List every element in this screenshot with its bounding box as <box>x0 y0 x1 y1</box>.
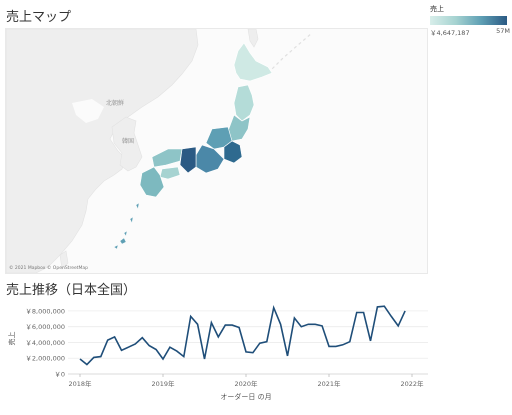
map-title: 売上マップ <box>6 10 72 25</box>
region-chugoku[interactable] <box>151 148 183 168</box>
place-label-north-korea: 北朝鮮 <box>106 99 124 107</box>
sales-trend-chart: ￥0 ￥2,000,000 ￥4,000,000 ￥6,000,000 ￥8,000,0… <box>0 296 512 411</box>
x-tick-label: 2022年 <box>400 379 424 388</box>
line-chart-canvas: ￥0 ￥2,000,000 ￥4,000,000 ￥6,000,000 ￥8,000,0… <box>7 304 428 401</box>
sales-series-line[interactable] <box>79 304 406 366</box>
region-okinawa[interactable] <box>113 202 140 250</box>
sales-legend[interactable]: 売上 ￥4,647,187 57M <box>430 4 510 37</box>
region-tokai[interactable] <box>195 144 225 174</box>
map-canvas: 北朝鮮 韓国 <box>6 29 313 273</box>
y-tick-label: ￥0 <box>54 371 65 379</box>
map-attribution[interactable]: © 2021 Mapbox © OpenStreetMap <box>9 266 88 271</box>
region-hokkaido[interactable] <box>233 42 273 82</box>
sales-map[interactable]: 北朝鮮 韓国 © 2021 Mapbox © OpenStreetMap <box>5 28 428 274</box>
region-kansai[interactable] <box>179 146 197 174</box>
taiwan <box>59 250 69 270</box>
x-axis-label: オーダー日 の月 <box>220 392 271 401</box>
legend-color-ramp <box>430 16 507 25</box>
y-tick-label: ￥2,000,000 <box>25 355 65 363</box>
x-tick-label: 2021年 <box>317 379 341 388</box>
korean-peninsula <box>111 116 143 172</box>
legend-min-label: ￥4,647,187 <box>430 29 470 37</box>
region-tohoku-south[interactable] <box>227 114 251 142</box>
chart-title: 売上推移（日本全国） <box>6 283 137 298</box>
y-tick-label: ￥4,000,000 <box>25 339 65 347</box>
legend-max-label: 57M <box>496 27 510 35</box>
bohai-bay <box>72 99 104 123</box>
region-shikoku[interactable] <box>159 166 181 180</box>
x-tick-label: 2018年 <box>68 379 92 388</box>
legend-title: 売上 <box>430 5 444 13</box>
place-label-south-korea: 韓国 <box>122 137 134 145</box>
sakhalin <box>247 29 259 48</box>
region-kyushu[interactable] <box>139 166 165 198</box>
y-tick-label: ￥6,000,000 <box>25 323 65 331</box>
y-tick-label: ￥8,000,000 <box>25 307 65 315</box>
kuril-islands <box>267 32 313 74</box>
x-tick-label: 2020年 <box>234 379 258 388</box>
region-tohoku-north[interactable] <box>233 84 255 122</box>
x-tick-label: 2019年 <box>151 379 175 388</box>
y-axis-label: 売上 <box>7 332 16 346</box>
